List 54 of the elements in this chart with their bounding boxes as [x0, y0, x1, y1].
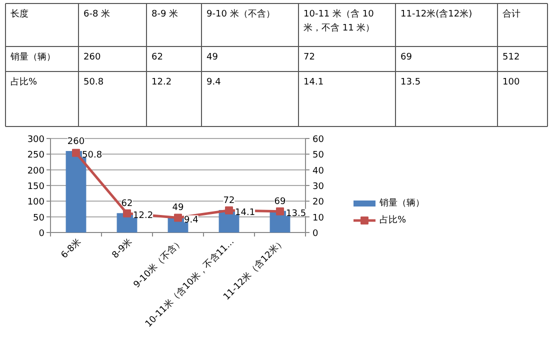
y-tick-label: 200: [27, 166, 45, 176]
text: 260: [84, 52, 101, 62]
text: 49: [206, 52, 218, 62]
y2-tick-label: 20: [312, 198, 324, 208]
data-label: 50.8: [82, 150, 102, 160]
y-tick-label: 100: [27, 198, 45, 208]
text: 6-8 米: [84, 8, 110, 20]
point: [123, 209, 131, 218]
point: [225, 206, 233, 214]
text: 11-12米(含12米): [400, 8, 472, 20]
text: 512: [502, 52, 520, 62]
text: 100: [502, 78, 520, 88]
data-label: 72: [223, 196, 235, 206]
point: [174, 214, 182, 222]
y-tick-label: 250: [27, 150, 45, 161]
y2-tick-label: 40: [312, 166, 324, 176]
text: 9-10 米（不含）: [206, 8, 275, 20]
x-tick-label: 6-8米: [59, 236, 84, 261]
text: 10-11 米（含 10 米，不含 11 米）: [304, 8, 375, 34]
data-label: 14.1: [235, 208, 256, 218]
text: 8-9 米: [152, 8, 178, 20]
text: 13.5: [400, 78, 421, 88]
data-label: 13.5: [286, 208, 306, 219]
text: 合计: [502, 8, 520, 20]
data-label: 260: [67, 137, 85, 148]
text: 69: [400, 52, 412, 62]
y2-tick-label: 30: [312, 182, 324, 192]
text: 14.1: [304, 78, 324, 88]
y-tick-label: 50: [33, 213, 45, 224]
point: [72, 148, 80, 157]
text: 占比%: [10, 76, 38, 88]
data-label: 12.2: [133, 210, 154, 221]
x-tick-label: 8-9米: [110, 236, 135, 261]
text: 销量（辆）: [10, 52, 56, 62]
y2-tick-label: 60: [312, 135, 324, 145]
text: 9.4: [206, 78, 222, 88]
data-label: 62: [121, 199, 133, 210]
y2-tick-label: 0: [312, 229, 318, 239]
data-label: 49: [172, 203, 184, 214]
text: 50.8: [84, 78, 104, 88]
legend-label: 销量（辆）: [378, 198, 424, 208]
text: 长度: [10, 8, 28, 20]
y-tick-label: 150: [27, 182, 45, 192]
text: 62: [152, 52, 163, 62]
data-label: 9.4: [184, 215, 199, 226]
y2-tick-label: 50: [312, 150, 324, 161]
text: 12.2: [152, 78, 172, 88]
data-label: 69: [274, 196, 286, 207]
y-tick-label: 300: [27, 135, 45, 145]
y2-tick-label: 10: [312, 213, 324, 224]
legend-label: 占比%: [380, 214, 406, 226]
text: 72: [304, 52, 315, 62]
point: [276, 207, 284, 216]
y-tick-label: 0: [38, 229, 45, 239]
